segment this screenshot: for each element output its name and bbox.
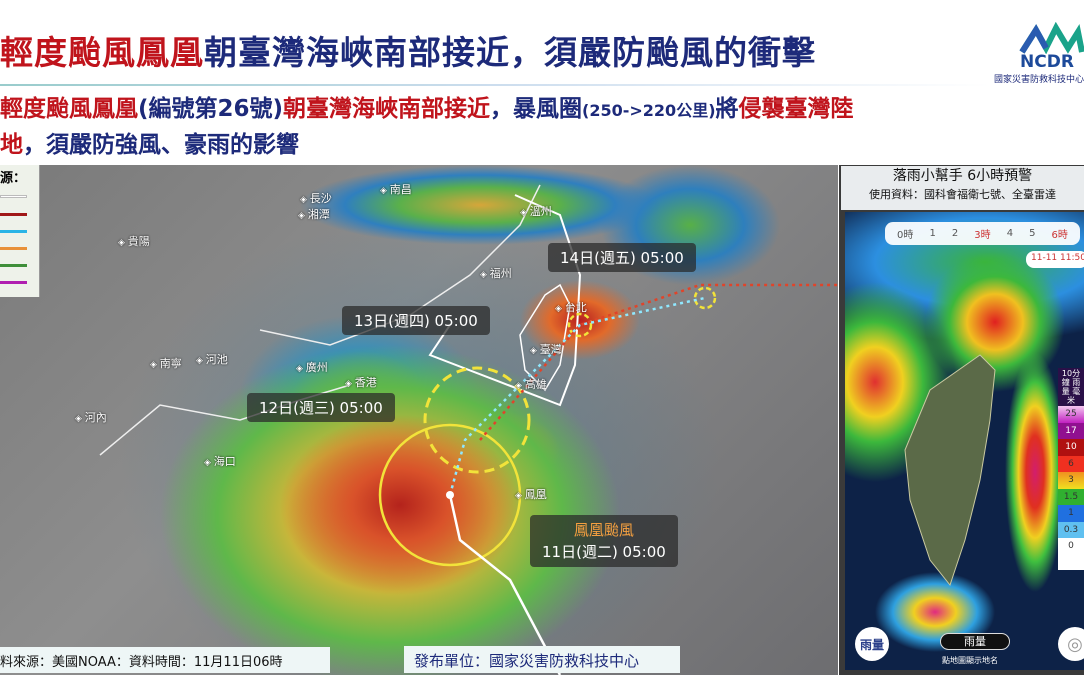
colorbar-label: 1.5 (1058, 488, 1084, 505)
legend-line-green (0, 264, 27, 267)
colorbar-label: 10 (1058, 439, 1084, 456)
city-label: 南寧 (150, 357, 182, 372)
sub-part: 朝臺灣海峽南部接近 (283, 96, 491, 122)
current-position-label: 鳳凰颱風 11日(週二) 05:00 (530, 515, 678, 567)
colorbar-label: 1 (1058, 505, 1084, 522)
taiwan-landmass (904, 354, 996, 587)
forecast-label-14: 14日(週五) 05:00 (548, 243, 696, 272)
alt-forecast-track (479, 283, 838, 441)
taiwan-outline (519, 283, 571, 392)
legend-line-red (0, 213, 27, 216)
legend-line-cyan (0, 230, 27, 233)
data-source: 料來源：美國NOAA：資料時間：11月11日06時 (0, 647, 330, 673)
colorbar-label: 17 (1058, 422, 1084, 439)
legend-line-purple (0, 281, 27, 284)
colorbar-label: 0.3 (1058, 521, 1084, 538)
time-slider[interactable]: 0時 1 2 3時 4 5 6時 (885, 222, 1080, 245)
current-time: 11日(週二) 05:00 (542, 543, 666, 561)
map-hint: 點地圖顯示地名 (942, 656, 998, 665)
title-text: 朝臺灣海峽南部接近，須嚴防颱風的衝擊 (204, 33, 816, 72)
rain-panel-title: 落雨小幫手 6小時預警 (892, 168, 1033, 184)
colorbar-label: 0 (1058, 538, 1084, 555)
locate-icon[interactable]: ◎ (1058, 627, 1084, 661)
city-label: 長沙 (300, 192, 332, 207)
sub-part: ，須嚴防強風、豪雨的影響 (23, 132, 299, 158)
rain-mode-pill[interactable]: 雨量 (940, 633, 1010, 650)
rain-layer-button[interactable]: 雨量 (855, 627, 889, 661)
slider-tick[interactable]: 3時 (974, 230, 991, 241)
slider-tick[interactable]: 1 (929, 228, 936, 239)
title-typhoon-name: 輕度颱風鳳凰 (0, 33, 204, 72)
legend-line-orange (0, 247, 27, 250)
city-label: 河內 (75, 411, 107, 426)
rain-panel-header: 落雨小幫手 6小時預警 使用資料：國科會福衛七號、全臺雷達 (841, 166, 1084, 210)
sub-part: 將 (715, 96, 739, 122)
sub-part: (250->220公里) (582, 101, 716, 120)
logo-text: NCDR (1020, 52, 1074, 72)
slider-tick[interactable]: 6時 (1051, 230, 1068, 241)
sub-part: (編號第26號) (138, 96, 284, 122)
forecast-track (448, 296, 706, 496)
city-label: 高雄 (515, 378, 547, 393)
storm-radius-14 (693, 286, 717, 310)
slider-tick[interactable]: 2 (951, 228, 959, 239)
forecast-label-13: 13日(週四) 05:00 (342, 306, 490, 335)
satellite-track-map[interactable]: 長沙 湘潭 南昌 貴陽 溫州 福州 台北 臺灣 高雄 南寧 河池 廣州 香港 河… (0, 165, 838, 675)
past-track (448, 494, 562, 675)
city-label: 河池 (196, 353, 228, 368)
rain-colorbar: 10分鐘 雨量 毫米 25 17 10 6 3 1.5 1 0.3 0 (1058, 368, 1084, 570)
sub-part: 輕度颱風鳳凰 (0, 96, 138, 122)
logo-mountain-icon (1019, 21, 1084, 55)
legend-line-white (0, 195, 27, 198)
colorbar-label: 3 (1058, 472, 1084, 489)
city-label: 台北 (555, 301, 587, 316)
colorbar-label: 6 (1058, 455, 1084, 472)
sub-part: ，暴風圈 (490, 96, 583, 122)
rain-panel-subtitle: 使用資料：國科會福衛七號、全臺雷達 (869, 188, 1056, 201)
ncdr-logo: NCDR 國家災害防救科技中心 (994, 21, 1084, 85)
sub-part: 地 (0, 132, 23, 158)
divider (0, 84, 990, 86)
publisher: 發布單位：國家災害防救科技中心 (404, 646, 680, 673)
track-source-legend: 源： (0, 165, 40, 297)
storm-center (446, 491, 454, 499)
storm-radius-12 (423, 366, 531, 474)
timestamp-badge: 11-11 11:50 (1026, 251, 1084, 268)
city-label: 貴陽 (118, 235, 150, 250)
city-label: 香港 (345, 376, 377, 391)
city-label: 福州 (480, 267, 512, 282)
slider-tick[interactable]: 4 (1006, 228, 1014, 239)
colorbar-label: 25 (1058, 406, 1084, 423)
colorbar-title: 10分鐘 雨量 毫米 (1058, 368, 1084, 406)
subtitle: 輕度颱風鳳凰(編號第26號)朝臺灣海峽南部接近，暴風圈(250->220公里)將… (0, 92, 1084, 162)
slider-tick[interactable]: 0時 (897, 230, 914, 241)
logo-org: 國家災害防救科技中心 (994, 75, 1084, 85)
city-label: 廣州 (296, 361, 328, 376)
sub-part: 侵襲臺灣陸 (738, 96, 854, 122)
page-title: 輕度颱風鳳凰朝臺灣海峽南部接近，須嚴防颱風的衝擊 (0, 26, 816, 74)
storm-name: 鳳凰颱風 (573, 521, 634, 539)
slider-tick[interactable]: 5 (1029, 228, 1036, 239)
city-label: 海口 (204, 455, 236, 470)
forecast-label-12: 12日(週三) 05:00 (247, 393, 395, 422)
city-label: 溫州 (520, 205, 552, 220)
legend-title: 源： (0, 171, 27, 186)
warning-zone-outline (428, 194, 582, 407)
city-label: 湘潭 (298, 208, 330, 223)
city-label: 南昌 (380, 183, 412, 198)
city-label: 臺灣 (530, 343, 562, 358)
city-label: 鳳凰 (515, 488, 547, 503)
